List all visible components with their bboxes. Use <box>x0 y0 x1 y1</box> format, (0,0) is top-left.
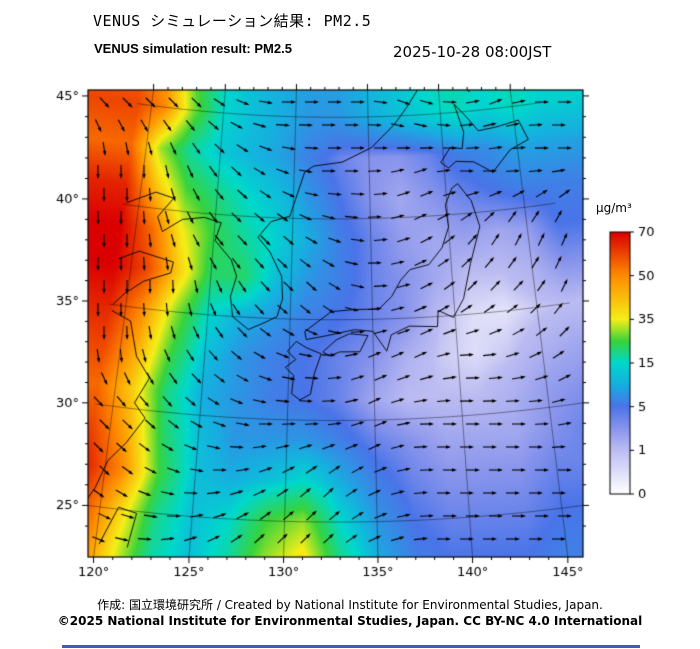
license-line: ©2025 National Institute for Environment… <box>57 614 643 628</box>
page-title-english: VENUS simulation result: PM2.5 <box>94 41 292 56</box>
simulation-timestamp: 2025-10-28 08:00JST <box>393 43 552 61</box>
colorbar-unit-label: µg/m³ <box>596 201 632 215</box>
page-title-japanese: VENUS シミュレーション結果: PM2.5 <box>93 12 372 30</box>
credit-line: 作成: 国立環境研究所 / Created by National Instit… <box>97 598 603 612</box>
bottom-blue-divider <box>62 645 640 648</box>
